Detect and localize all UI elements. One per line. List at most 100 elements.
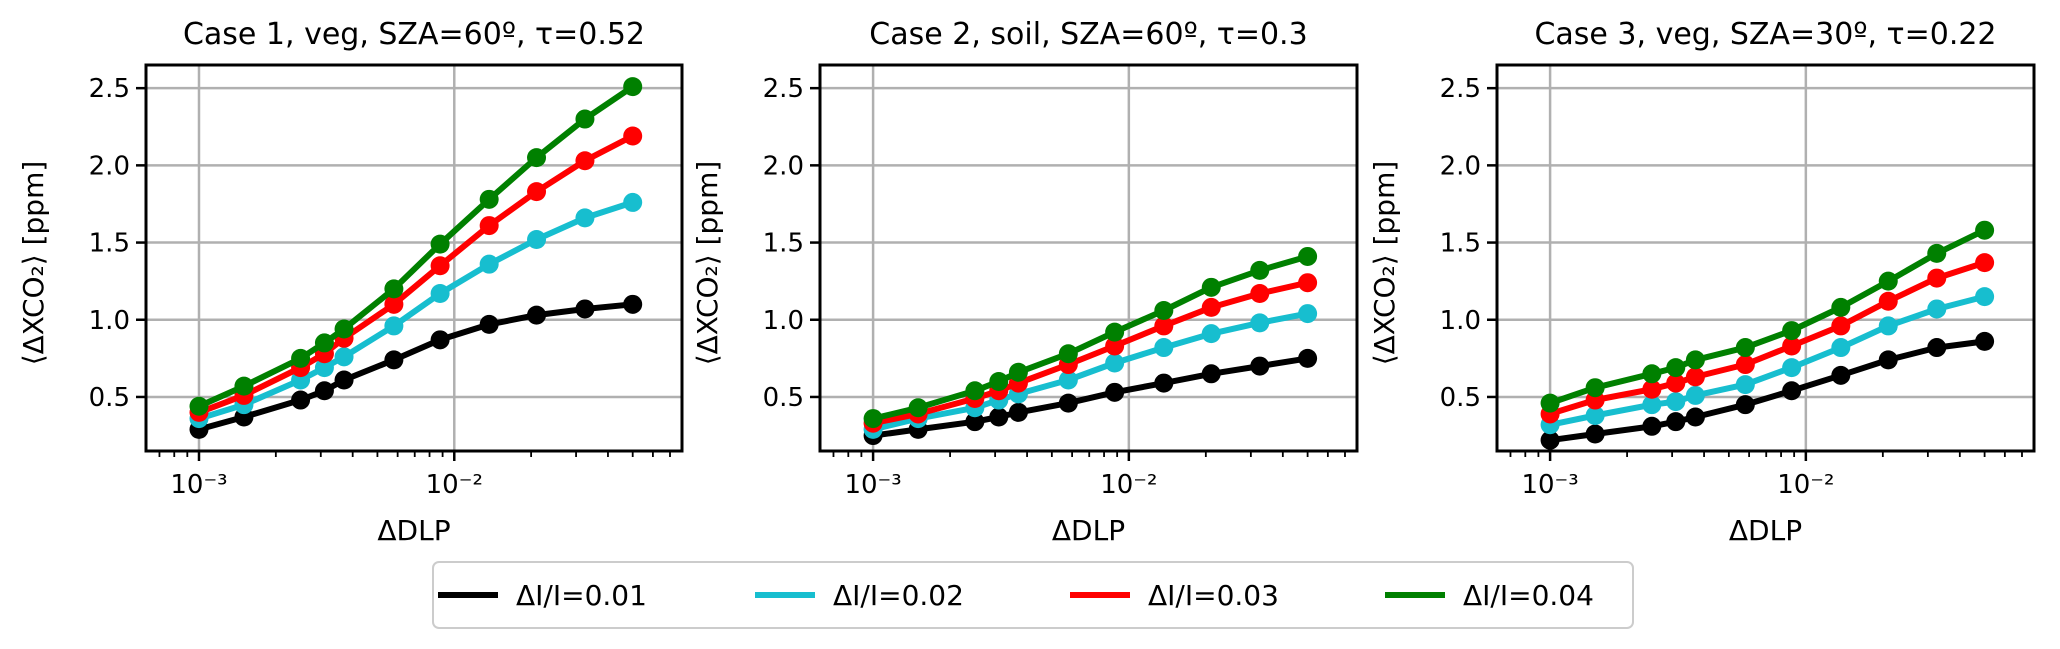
series-line — [872, 253, 1309, 422]
data-point — [1666, 358, 1686, 378]
data-point — [1878, 350, 1898, 370]
legend-item-4: ΔI/I=0.04 — [1385, 579, 1594, 612]
data-point — [1250, 260, 1270, 280]
series-line — [1549, 293, 1986, 428]
y-axis-label: ⟨ΔXCO₂⟩ [ppm] — [1368, 161, 1401, 366]
series-2 — [1540, 287, 1995, 435]
legend-label: ΔI/I=0.02 — [833, 579, 964, 612]
data-point — [1685, 350, 1705, 370]
data-point — [1975, 287, 1995, 307]
data-point — [1975, 331, 1995, 351]
data-point — [479, 189, 499, 209]
data-point — [1642, 395, 1662, 415]
data-point — [1782, 381, 1802, 401]
data-point — [1105, 382, 1125, 402]
x-tick-label: 10⁻² — [1777, 470, 1834, 500]
chart-title: Case 1, veg, SZA=60º, τ=0.52 — [183, 17, 645, 52]
x-tick-label: 10⁻³ — [844, 470, 901, 500]
x-axis-label: ΔDLP — [1052, 514, 1125, 547]
data-point — [1735, 375, 1755, 395]
data-point — [189, 396, 209, 416]
x-axis-label: ΔDLP — [1729, 514, 1802, 547]
data-point — [1201, 297, 1221, 317]
data-point — [1878, 291, 1898, 311]
legend: ΔI/I=0.01 ΔI/I=0.02 ΔI/I=0.03 ΔI/I=0.04 — [432, 561, 1634, 629]
data-point — [623, 126, 643, 146]
data-point — [430, 330, 450, 350]
data-point — [430, 284, 450, 304]
data-point — [1927, 299, 1947, 319]
data-point — [1250, 356, 1270, 376]
series-4 — [863, 246, 1318, 429]
data-point — [479, 216, 499, 236]
y-tick-label: 1.0 — [89, 306, 130, 336]
data-point — [1008, 362, 1028, 382]
data-point — [1666, 412, 1686, 432]
data-point — [1685, 367, 1705, 387]
chart-panel-2: 0.5 1.0 1.5 2.0 2.5 10⁻³ 10⁻² Case 2, soil, SZA… — [691, 17, 1359, 547]
y-axis-label: ⟨ΔXCO₂⟩ [ppm] — [17, 161, 50, 366]
data-point — [1878, 316, 1898, 336]
y-tick-label: 2.0 — [89, 151, 130, 181]
data-point — [575, 151, 595, 171]
data-point — [1735, 395, 1755, 415]
data-point — [1927, 338, 1947, 358]
series-4 — [189, 77, 643, 416]
data-point — [989, 372, 1009, 392]
grid — [1497, 65, 2034, 451]
series-line — [197, 84, 635, 409]
data-point — [1685, 385, 1705, 405]
data-point — [291, 390, 311, 410]
y-tick-label: 2.5 — [89, 74, 130, 104]
data-point — [1585, 405, 1605, 425]
data-point — [1927, 268, 1947, 288]
data-point — [1975, 253, 1995, 273]
series-1 — [189, 294, 643, 439]
data-point — [1642, 364, 1662, 384]
x-tick-label: 10⁻³ — [170, 470, 227, 500]
data-point — [575, 109, 595, 129]
chart-panel-3: 0.5 1.0 1.5 2.0 2.5 10⁻³ 10⁻² Case 3, veg, SZA=… — [1368, 17, 2036, 547]
series-line — [198, 301, 633, 433]
data-point — [291, 348, 311, 368]
series-1 — [863, 348, 1318, 446]
data-point — [1735, 355, 1755, 375]
data-point — [1058, 370, 1078, 390]
x-tick-label: 10⁻³ — [1521, 470, 1578, 500]
data-point — [314, 358, 334, 378]
y-tick-label: 1.5 — [1440, 229, 1481, 259]
data-point — [1540, 430, 1560, 450]
y-tick-label: 1.5 — [89, 229, 130, 259]
data-point — [1831, 365, 1851, 385]
data-point — [965, 412, 985, 432]
data-point — [1298, 304, 1318, 324]
data-point — [527, 305, 547, 325]
data-point — [1585, 378, 1605, 398]
y-tick-label: 1.5 — [763, 229, 804, 259]
data-point — [1831, 338, 1851, 358]
data-point — [234, 376, 254, 396]
data-point — [430, 256, 450, 276]
y-tick-label: 0.5 — [763, 383, 804, 413]
series-line — [197, 133, 635, 416]
data-point — [1105, 336, 1125, 356]
data-point — [1540, 393, 1560, 413]
y-tick-label: 2.5 — [763, 74, 804, 104]
y-tick-label: 1.0 — [763, 306, 804, 336]
data-point — [1250, 313, 1270, 333]
data-point — [1927, 243, 1947, 263]
data-point — [1298, 348, 1318, 368]
y-tick-label: 2.5 — [1440, 74, 1481, 104]
data-point — [1105, 353, 1125, 373]
data-point — [1201, 364, 1221, 384]
data-point — [527, 148, 547, 168]
data-point — [1685, 407, 1705, 427]
series-1 — [1540, 331, 1995, 450]
data-point — [1298, 246, 1318, 266]
series-4 — [1540, 220, 1995, 413]
data-point — [1201, 324, 1221, 344]
data-point — [1735, 338, 1755, 358]
data-point — [527, 182, 547, 202]
data-point — [384, 279, 404, 299]
